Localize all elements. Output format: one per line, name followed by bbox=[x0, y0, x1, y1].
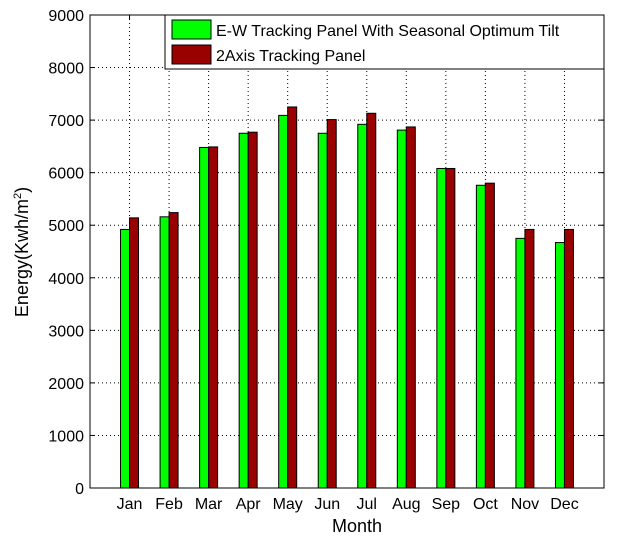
bar-2axis bbox=[287, 106, 298, 489]
y-tick-label: 6000 bbox=[48, 166, 84, 183]
x-tick-label: Jul bbox=[357, 496, 377, 513]
bar-2axis bbox=[247, 131, 258, 489]
x-tick-label: Oct bbox=[473, 496, 498, 513]
y-tick-label: 3000 bbox=[48, 323, 84, 340]
y-tick-label: 7000 bbox=[48, 113, 84, 130]
x-tick-label: Sep bbox=[432, 496, 461, 513]
x-tick-label: Apr bbox=[236, 496, 262, 513]
x-tick-label: Nov bbox=[511, 496, 539, 513]
y-axis-title-suffix: ) bbox=[12, 187, 32, 193]
bar-ew bbox=[199, 146, 210, 489]
x-tick-labels: Jan Feb Mar Apr May Jun Jul Aug Sep Oct Nov Dec bbox=[117, 496, 579, 513]
bar-ew bbox=[357, 123, 368, 489]
legend-label-ew: E-W Tracking Panel With Seasonal Optimum… bbox=[216, 23, 560, 40]
y-tick-label: 9000 bbox=[48, 8, 84, 25]
y-axis-title-main: Energy(Kwh/m bbox=[12, 199, 32, 317]
bar-2axis bbox=[563, 228, 574, 489]
bar-ew bbox=[238, 132, 249, 489]
bar-ew bbox=[515, 237, 526, 489]
x-tick-label: Aug bbox=[392, 496, 420, 513]
bar-ew bbox=[278, 114, 289, 489]
y-axis-title: Energy(Kwh/m2) bbox=[12, 187, 32, 317]
bar-2axis bbox=[524, 228, 535, 489]
bar-ew bbox=[317, 132, 328, 489]
x-tick-label: May bbox=[273, 496, 303, 513]
bar-ew bbox=[159, 216, 170, 489]
bar-2axis bbox=[405, 126, 416, 489]
bar-ew bbox=[436, 167, 447, 489]
y-tick-label: 0 bbox=[75, 481, 84, 498]
x-tick-label: Feb bbox=[155, 496, 183, 513]
bar-2axis bbox=[168, 212, 179, 489]
bar-ew bbox=[396, 129, 407, 489]
legend-swatch-ew bbox=[171, 19, 212, 40]
legend-label-2axis: 2Axis Tracking Panel bbox=[216, 48, 365, 65]
legend: E-W Tracking Panel With Seasonal Optimum… bbox=[164, 14, 605, 70]
bar-2axis bbox=[208, 146, 219, 489]
bar-2axis bbox=[366, 112, 377, 489]
y-tick-label: 1000 bbox=[48, 428, 84, 445]
bars-group bbox=[120, 106, 574, 489]
bar-2axis bbox=[484, 182, 495, 489]
x-tick-label: Mar bbox=[195, 496, 223, 513]
bar-ew bbox=[475, 184, 486, 489]
y-tick-label: 2000 bbox=[48, 376, 84, 393]
bar-2axis bbox=[326, 119, 337, 489]
y-axis-title-superscript: 2 bbox=[12, 193, 24, 199]
x-tick-label: Jan bbox=[117, 496, 143, 513]
y-tick-label: 4000 bbox=[48, 271, 84, 288]
bar-2axis bbox=[445, 167, 456, 489]
y-tick-labels: 0 1000 2000 3000 4000 5000 6000 7000 8000 9000 bbox=[48, 8, 84, 498]
y-tick-label: 8000 bbox=[48, 61, 84, 78]
x-tick-label: Jun bbox=[314, 496, 340, 513]
x-axis-title: Month bbox=[332, 516, 382, 536]
bar-ew bbox=[120, 228, 131, 489]
legend-swatch-2axis bbox=[171, 44, 212, 65]
legend-box bbox=[164, 14, 605, 70]
bar-2axis bbox=[129, 217, 140, 489]
y-tick-label: 5000 bbox=[48, 218, 84, 235]
x-tick-label: Dec bbox=[550, 496, 578, 513]
bar-ew bbox=[554, 242, 565, 489]
